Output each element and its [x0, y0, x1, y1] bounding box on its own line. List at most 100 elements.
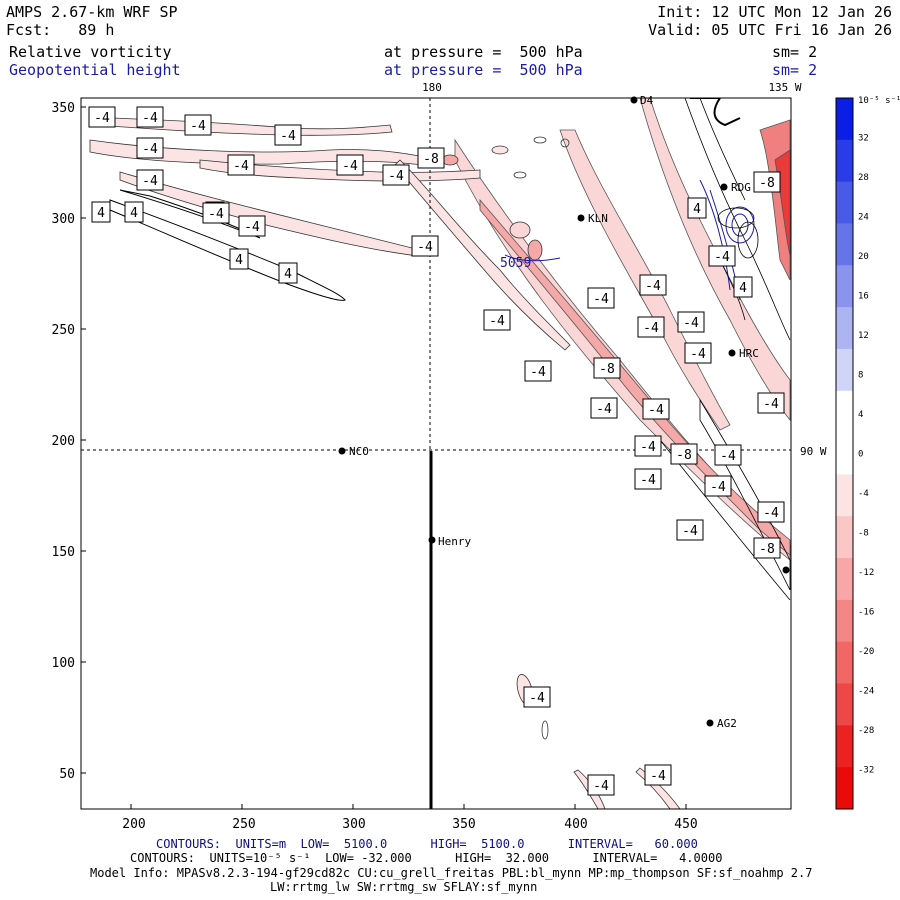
colorbar-swatch — [836, 265, 853, 308]
contour-label-minus8-box — [753, 537, 781, 559]
colorbar-label: -8 — [858, 529, 869, 539]
contour-label-negative: -4 — [596, 402, 612, 417]
contour-label-negative: -4 — [190, 119, 206, 134]
station-dot — [706, 719, 714, 727]
contour-label-negative-box — [202, 202, 230, 224]
station-label: D4 — [640, 94, 654, 107]
colorbar-label: -20 — [858, 647, 874, 657]
contour-label-negative-box — [639, 274, 667, 296]
contour-label-minus8-box — [417, 147, 445, 169]
station-label: HRC — [739, 347, 759, 360]
contour-label-negative-box — [634, 435, 662, 457]
contour-label-negative: -4 — [208, 207, 224, 222]
footer-model-info: Model Info: MPASv8.2.3-194-gf29cd82c CU:… — [90, 866, 813, 880]
contour-label-minus8: -8 — [759, 176, 775, 191]
model-title: AMPS 2.67-km WRF SP — [6, 3, 178, 21]
colorbar-label: -28 — [858, 726, 874, 736]
colorbar-unit: 10⁻⁵ s⁻¹ — [858, 96, 900, 106]
station-label: KLN — [588, 212, 608, 225]
footer-contours-height: CONTOURS: UNITS=m LOW= 5100.0 HIGH= 5100… — [156, 837, 698, 851]
contour-label-minus8-box — [670, 443, 698, 465]
contour-label-negative: -4 — [142, 111, 158, 126]
y-tick: 300 — [52, 212, 75, 227]
contour-label-negative: -4 — [142, 174, 158, 189]
colorbar-label: 16 — [858, 292, 869, 302]
y-tick: 50 — [59, 767, 75, 782]
field1-pressure: at pressure = 500 hPa — [384, 43, 583, 61]
field1-name: Relative vorticity — [9, 43, 172, 61]
station-dot — [338, 447, 346, 455]
y-tick: 350 — [52, 101, 75, 116]
station-dot — [577, 214, 585, 222]
contour-label-negative-extra-box — [587, 774, 615, 796]
contour-label-negative: -4 — [530, 365, 546, 380]
contour-label-negative-box — [336, 154, 364, 176]
contour-label-negative-box — [637, 316, 665, 338]
contour-label-negative-extra: -4 — [593, 779, 609, 794]
contour-label-negative: -4 — [280, 129, 296, 144]
colorbar-label: 12 — [858, 331, 869, 341]
x-tick: 400 — [564, 817, 587, 832]
contour-label-positive-box — [278, 262, 298, 284]
contour-label-minus8-box — [753, 171, 781, 193]
colorbar-label: 0 — [858, 450, 863, 460]
x-tick: 450 — [674, 817, 697, 832]
colorbar-swatch — [836, 348, 853, 392]
contour-label-negative-extra-box — [708, 245, 736, 267]
colorbar-swatch — [836, 223, 853, 266]
colorbar-label: -32 — [858, 766, 874, 776]
contour-label-negative-box — [483, 309, 511, 331]
contour-label-negative-box — [136, 169, 164, 191]
colorbar-swatch — [836, 767, 853, 810]
contour-label-negative: -4 — [720, 449, 736, 464]
x-tick: 300 — [342, 817, 365, 832]
lon-label-135w: 135 W — [768, 81, 801, 94]
init-time: Init: 12 UTC Mon 12 Jan 26 — [657, 3, 892, 21]
contour-label-negative-box — [274, 124, 302, 146]
contour-label-positive: 4 — [739, 281, 747, 296]
contour-label-negative: -4 — [233, 159, 249, 174]
colorbar-swatch — [836, 432, 853, 475]
colorbar-swatch — [836, 181, 853, 224]
colorbar-label: 8 — [858, 371, 863, 381]
contour-label-positive: 4 — [284, 267, 292, 282]
contour-label-negative: -4 — [142, 142, 158, 157]
contour-label-negative-box — [184, 114, 212, 136]
field2-pressure: at pressure = 500 hPa — [384, 61, 583, 79]
colorbar-swatch — [836, 683, 853, 726]
contour-label-minus8: -8 — [599, 362, 615, 377]
colorbar: 32 28 24 20 16 12 8 4 0 -4 -8 -12 -16 -20 -24 -28 -32 — [835, 97, 874, 810]
contour-label-negative: -4 — [645, 279, 661, 294]
station-label: Henry — [438, 535, 471, 548]
contour-label-negative: -4 — [643, 321, 659, 336]
contour-label-negative-box — [587, 287, 615, 309]
colorbar-swatch — [836, 558, 853, 601]
contour-label-negative-box — [677, 311, 705, 333]
contour-label-negative: -4 — [94, 111, 110, 126]
contour-label-negative-box — [684, 342, 712, 364]
contour-label-negative-box — [704, 475, 732, 497]
station-dot — [630, 96, 638, 104]
colorbar-swatch — [836, 98, 853, 141]
contour-label-negative-box — [227, 154, 255, 176]
colorbar-label: -4 — [858, 489, 869, 499]
contour-label-negative-extra: -4 — [650, 769, 666, 784]
colorbar-swatch — [836, 307, 853, 350]
contour-label-negative-box — [642, 398, 670, 420]
colorbar-frame — [835, 97, 854, 810]
contour-label-negative: -4 — [640, 473, 656, 488]
contour-label-positive-box — [733, 276, 753, 298]
station-dot — [720, 183, 728, 191]
colorbar-swatch — [836, 641, 853, 685]
contour-label-positive: 4 — [693, 202, 701, 217]
colorbar-swatch — [836, 725, 853, 768]
valid-time: Valid: 05 UTC Fri 16 Jan 26 — [648, 21, 892, 39]
contour-label-negative-extra: -4 — [714, 250, 730, 265]
contour-label-negative-box — [238, 215, 266, 237]
contour-label-negative: -4 — [683, 316, 699, 331]
contour-label-negative: -4 — [529, 691, 545, 706]
contour-label-positive: 4 — [130, 206, 138, 221]
forecast-hour: Fcst: 89 h — [6, 21, 115, 39]
colorbar-swatch — [836, 474, 853, 517]
